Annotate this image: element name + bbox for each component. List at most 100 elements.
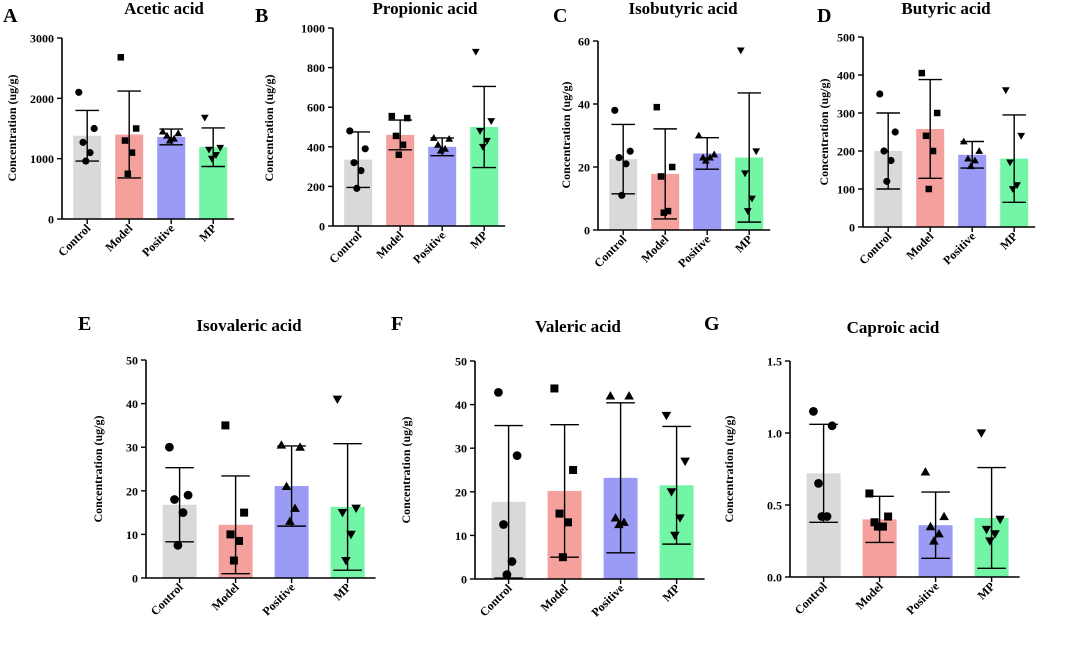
data-point [809,407,818,416]
data-point [564,518,572,527]
data-point [471,48,480,56]
data-point [478,143,487,151]
category-label-positive: Positive [410,228,449,267]
data-point [752,148,761,156]
data-point [555,509,564,518]
y-tick-label: 0 [319,220,325,234]
data-point [660,209,668,216]
data-point [624,391,634,400]
y-tick-label: 30 [455,442,467,456]
data-point [964,154,972,162]
data-point [736,47,745,55]
data-point [748,195,756,203]
data-point [399,141,407,149]
data-point [436,146,445,154]
data-point [392,132,400,140]
category-label-positive: Positive [260,580,299,619]
category-label-model: Model [538,581,571,614]
category-label-positive: Positive [940,229,979,268]
category-label-positive: Positive [904,579,943,618]
data-point [285,516,295,525]
data-point [403,114,411,122]
y-tick-label: 10 [455,529,467,543]
category-label-mp: MP [196,221,219,244]
data-point [666,488,677,497]
data-point [664,207,672,215]
data-point [512,451,522,461]
data-point [476,128,484,135]
category-label-control: Control [477,581,515,619]
data-point [207,155,216,163]
error-bar [472,85,496,169]
data-point [507,557,517,566]
y-tick-label: 400 [837,69,855,83]
data-point [290,503,300,512]
data-point [920,467,931,476]
y-tick-label: 1000 [301,22,325,36]
data-point [933,109,941,117]
data-point [814,479,823,488]
data-point [121,137,129,144]
category-label-mp: MP [331,580,354,603]
data-point [929,147,937,155]
data-point [741,170,749,178]
y-tick-label: 1.5 [767,355,782,369]
data-point [163,131,171,139]
y-tick-label: 40 [126,397,138,411]
data-point [670,531,680,541]
data-point [614,519,624,529]
data-point [569,466,578,474]
panel-b: B Propionic acid 0 200 400 600 800 1000 Control M… [255,0,506,267]
category-label-control: Control [591,232,629,270]
data-point [117,54,125,61]
y-axis-label: Concentration (ug/g) [5,75,19,182]
data-point [622,160,630,168]
data-point [653,103,661,111]
data-point [887,156,895,165]
category-label-model: Model [638,232,671,265]
data-point [975,147,984,154]
y-tick-label: 0 [48,213,54,227]
data-point [925,185,933,193]
data-point [79,138,87,146]
y-tick-label: 0 [584,224,590,238]
category-label-model: Model [853,579,886,612]
data-point [959,137,968,145]
error-bar [876,112,900,190]
y-axis-label: Concentration (ug/g) [91,416,105,523]
data-point [1006,159,1014,167]
data-point [441,144,449,152]
data-point [1017,132,1026,140]
data-point [618,191,626,199]
category-label-model: Model [373,228,406,261]
data-point [337,509,348,518]
y-tick-label: 3000 [30,32,54,46]
panel-letter: E [78,313,91,335]
data-point [922,132,930,140]
data-point [743,208,752,215]
y-tick-label: 20 [578,161,590,175]
y-tick-label: 20 [126,484,138,498]
data-point [124,170,132,177]
y-tick-label: 1.0 [767,427,782,441]
data-point [939,511,949,521]
data-point [82,157,90,165]
y-tick-label: 60 [578,35,590,49]
data-point [605,391,616,400]
data-point [235,536,243,545]
data-point [865,489,874,498]
data-point [170,495,179,504]
data-point [200,114,209,122]
data-point [615,153,623,162]
data-point [976,429,987,438]
data-point [281,481,292,491]
data-point [357,166,365,175]
panel-d: D Butyric acid 0 100 200 300 400 500 Control Mode… [817,0,1036,268]
data-point [240,508,249,517]
data-point [626,147,634,155]
data-point [680,457,690,467]
data-point [165,136,174,144]
y-tick-label: 0.0 [767,571,782,585]
panel-letter: A [3,5,18,27]
data-point [661,411,672,421]
